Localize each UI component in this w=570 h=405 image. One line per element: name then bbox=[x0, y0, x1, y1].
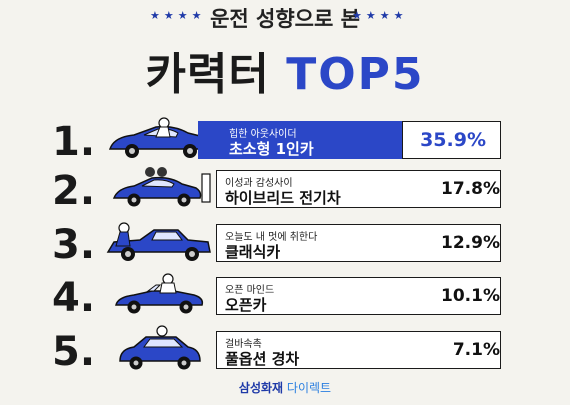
ranking-row-4: 4. 오픈 마인드 오픈카 10.1% bbox=[0, 271, 570, 321]
ranking-card: 이성과 감성사이 하이브리드 전기차 bbox=[216, 170, 501, 208]
brand-logo: 삼성화재 다이렉트 bbox=[0, 379, 570, 396]
ranking-card: 오픈 마인드 오픈카 bbox=[216, 277, 501, 315]
brand-sub: 다이렉트 bbox=[286, 381, 332, 395]
ranking-name: 오픈카 bbox=[225, 296, 267, 314]
ranking-tagline: 걸바속촉 bbox=[225, 339, 262, 350]
rank-number: 1. bbox=[52, 119, 96, 165]
convertible-car-icon bbox=[115, 273, 204, 314]
stars-right: ★★★★ bbox=[352, 9, 408, 22]
ranking-name: 풀옵션 경차 bbox=[225, 350, 300, 368]
rank-number: 2. bbox=[52, 168, 96, 214]
ranking-percent: 12.9% bbox=[441, 233, 500, 253]
ev-car-icon bbox=[112, 167, 211, 207]
ranking-name: 초소형 1인카 bbox=[229, 140, 314, 158]
title-accent: TOP5 bbox=[286, 49, 425, 100]
ranking-percent: 35.9% bbox=[420, 129, 486, 151]
ranking-row-3: 3. 오늘도 내 멋에 취한다 클래식카 12.9% bbox=[0, 218, 570, 268]
ranking-percent: 17.8% bbox=[441, 179, 500, 199]
rank-number: 5. bbox=[52, 329, 96, 375]
ranking-tagline: 이성과 감성사이 bbox=[225, 178, 293, 189]
ranking-percent: 7.1% bbox=[452, 340, 500, 360]
title-korean: 카력터 bbox=[145, 49, 270, 100]
ranking-row-5: 5. 걸바속촉 풀옵션 경차 7.1% bbox=[0, 325, 570, 375]
ranking-card: 힙한 아웃사이더 초소형 1인카 bbox=[198, 121, 402, 159]
ranking-name: 클래식카 bbox=[225, 243, 281, 261]
ranking-row-1: 1. 힙한 아웃사이더 초소형 1인카 35.9% bbox=[0, 115, 570, 165]
ranking-tagline: 힙한 아웃사이더 bbox=[229, 129, 297, 140]
brand-main: 삼성화재 bbox=[238, 381, 284, 395]
ranking-name: 하이브리드 전기차 bbox=[225, 189, 341, 207]
percent-box: 35.9% bbox=[402, 121, 501, 159]
rank-number: 4. bbox=[52, 275, 96, 321]
ranking-card: 걸바속촉 풀옵션 경차 bbox=[216, 331, 501, 369]
small-car-icon bbox=[108, 117, 210, 158]
ranking-card: 오늘도 내 멋에 취한다 클래식카 bbox=[216, 224, 501, 262]
rank-number: 3. bbox=[52, 222, 96, 268]
page-title: 카력터 TOP5 bbox=[0, 38, 570, 102]
compact-car-icon bbox=[119, 325, 201, 370]
ranking-row-2: 2. 이성과 감성사이 하이브리드 전기차 17.8% bbox=[0, 164, 570, 214]
ranking-tagline: 오픈 마인드 bbox=[225, 285, 275, 296]
classic-car-icon bbox=[106, 222, 211, 261]
subtitle: 운전 성향으로 본 bbox=[210, 7, 360, 31]
ranking-tagline: 오늘도 내 멋에 취한다 bbox=[225, 232, 318, 243]
stars-left: ★★★★ bbox=[150, 9, 206, 22]
ranking-percent: 10.1% bbox=[441, 286, 500, 306]
